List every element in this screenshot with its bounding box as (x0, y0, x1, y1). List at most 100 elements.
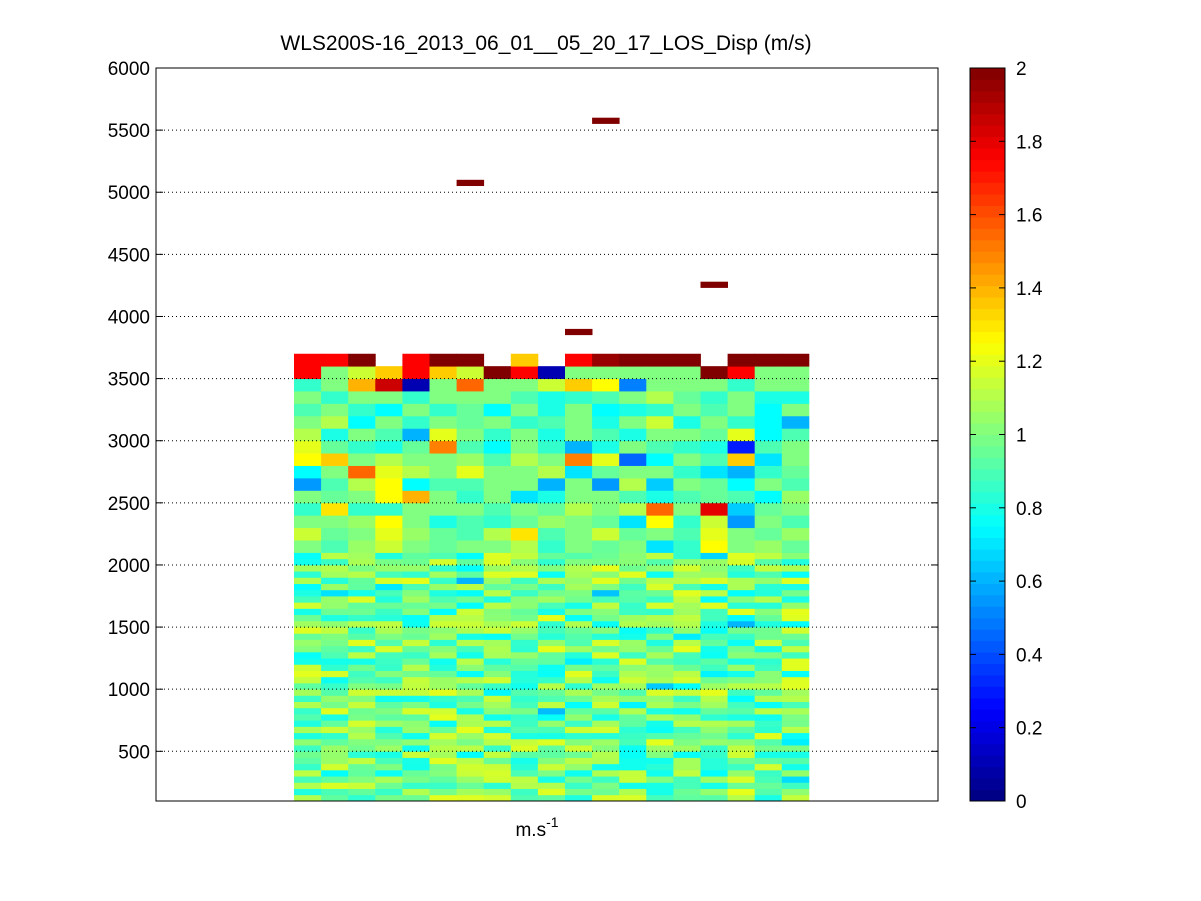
heatmap-cell (402, 695, 430, 703)
heatmap-cell (348, 465, 376, 473)
colorbar-band (970, 663, 1005, 676)
heatmap-cell (619, 757, 647, 765)
heatmap-cell (375, 689, 403, 696)
heatmap-cell (673, 776, 701, 783)
heatmap-cell (510, 720, 539, 727)
heatmap-cell (727, 589, 756, 597)
heatmap-cell (402, 496, 430, 504)
heatmap-cell (429, 633, 457, 640)
heatmap-cell (592, 446, 620, 454)
heatmap-cell (402, 465, 430, 473)
heatmap-cell (781, 763, 810, 771)
heatmap-cell (781, 620, 810, 628)
heatmap-cell (754, 359, 783, 367)
heatmap-cell (592, 422, 620, 429)
heatmap-cell (646, 707, 674, 715)
heatmap-cell (321, 776, 349, 783)
heatmap-cell (646, 745, 674, 752)
heatmap-cell (565, 453, 593, 460)
heatmap-cell (321, 707, 349, 715)
heatmap-cell (700, 769, 728, 777)
heatmap-cell (754, 769, 783, 777)
heatmap-cell (646, 608, 674, 616)
heatmap-cell (294, 409, 322, 417)
heatmap-cell (402, 359, 430, 367)
heatmap-cell (510, 397, 539, 404)
heatmap-cell (294, 596, 322, 603)
heatmap-cell (673, 763, 701, 771)
heatmap-cell (537, 776, 566, 783)
heatmap-cell (673, 651, 701, 659)
colorbar-band (970, 778, 1005, 791)
heatmap-cell (565, 788, 593, 796)
heatmap-cell (321, 564, 349, 572)
heatmap-cell (781, 602, 810, 609)
heatmap-cell (510, 477, 539, 485)
heatmap-cell (592, 453, 620, 460)
heatmap-cell (673, 552, 701, 560)
heatmap-cell (673, 471, 701, 479)
colorbar-band (970, 720, 1005, 733)
heatmap-cell (565, 608, 593, 616)
heatmap-cell (456, 589, 485, 597)
heatmap-cell (592, 664, 620, 671)
heatmap-cell (483, 415, 512, 423)
heatmap-cell (402, 714, 430, 721)
heatmap-cell (483, 384, 512, 392)
heatmap-cell (537, 428, 566, 435)
heatmap-cell (375, 509, 403, 516)
heatmap-cell (429, 589, 457, 597)
heatmap-cell (510, 738, 539, 746)
heatmap-cell (592, 583, 620, 591)
heatmap-cell (673, 676, 701, 684)
heatmap-cell (673, 627, 701, 634)
heatmap-cell (348, 720, 376, 727)
heatmap-cell (510, 440, 539, 448)
heatmap-cell (402, 751, 430, 758)
heatmap-cell (321, 527, 349, 535)
heatmap-cell (619, 689, 647, 696)
heatmap-cell (321, 502, 349, 510)
heatmap-cell (429, 490, 457, 498)
heatmap-cell (700, 564, 728, 572)
heatmap-cell (429, 564, 457, 572)
heatmap-cell (402, 769, 430, 777)
heatmap-cell (402, 446, 430, 454)
heatmap-cell (402, 645, 430, 653)
colorbar-tick-label: 0.4 (1016, 645, 1043, 666)
heatmap-cell (673, 682, 701, 690)
heatmap-cell (429, 471, 457, 479)
heatmap-cell (727, 546, 756, 553)
heatmap-cell (294, 422, 322, 429)
heatmap-cell (700, 384, 728, 392)
heatmap-cell (700, 521, 728, 529)
heatmap-cell (781, 627, 810, 634)
heatmap-cell (510, 359, 539, 367)
heatmap-cell (754, 682, 783, 690)
heatmap-cell (456, 558, 485, 566)
heatmap-cell (456, 428, 485, 435)
heatmap-cell (510, 769, 539, 777)
heatmap-cell (456, 378, 485, 386)
heatmap-cell (375, 583, 403, 591)
heatmap-cell (402, 658, 430, 665)
heatmap-cell (673, 714, 701, 721)
heatmap-cell (483, 782, 512, 789)
heatmap-cell (646, 490, 674, 498)
heatmap-cell (754, 751, 783, 758)
heatmap-cell (510, 714, 539, 721)
heatmap-cell (510, 446, 539, 454)
heatmap-cell (456, 564, 485, 572)
heatmap-cell (673, 639, 701, 647)
heatmap-cell (781, 409, 810, 417)
heatmap-cell (483, 477, 512, 485)
heatmap-cell (727, 751, 756, 758)
heatmap-cell (348, 391, 376, 398)
heatmap-cell (700, 446, 728, 454)
heatmap-cell (456, 602, 485, 609)
heatmap-cell (537, 589, 566, 597)
heatmap-cell (619, 359, 647, 367)
heatmap-cell (646, 782, 674, 789)
heatmap-cell (456, 614, 485, 622)
heatmap-cell (429, 515, 457, 522)
